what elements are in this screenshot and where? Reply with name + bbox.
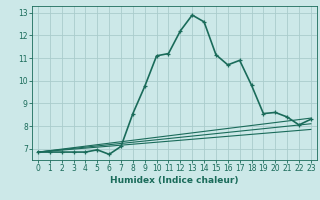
- X-axis label: Humidex (Indice chaleur): Humidex (Indice chaleur): [110, 176, 239, 185]
